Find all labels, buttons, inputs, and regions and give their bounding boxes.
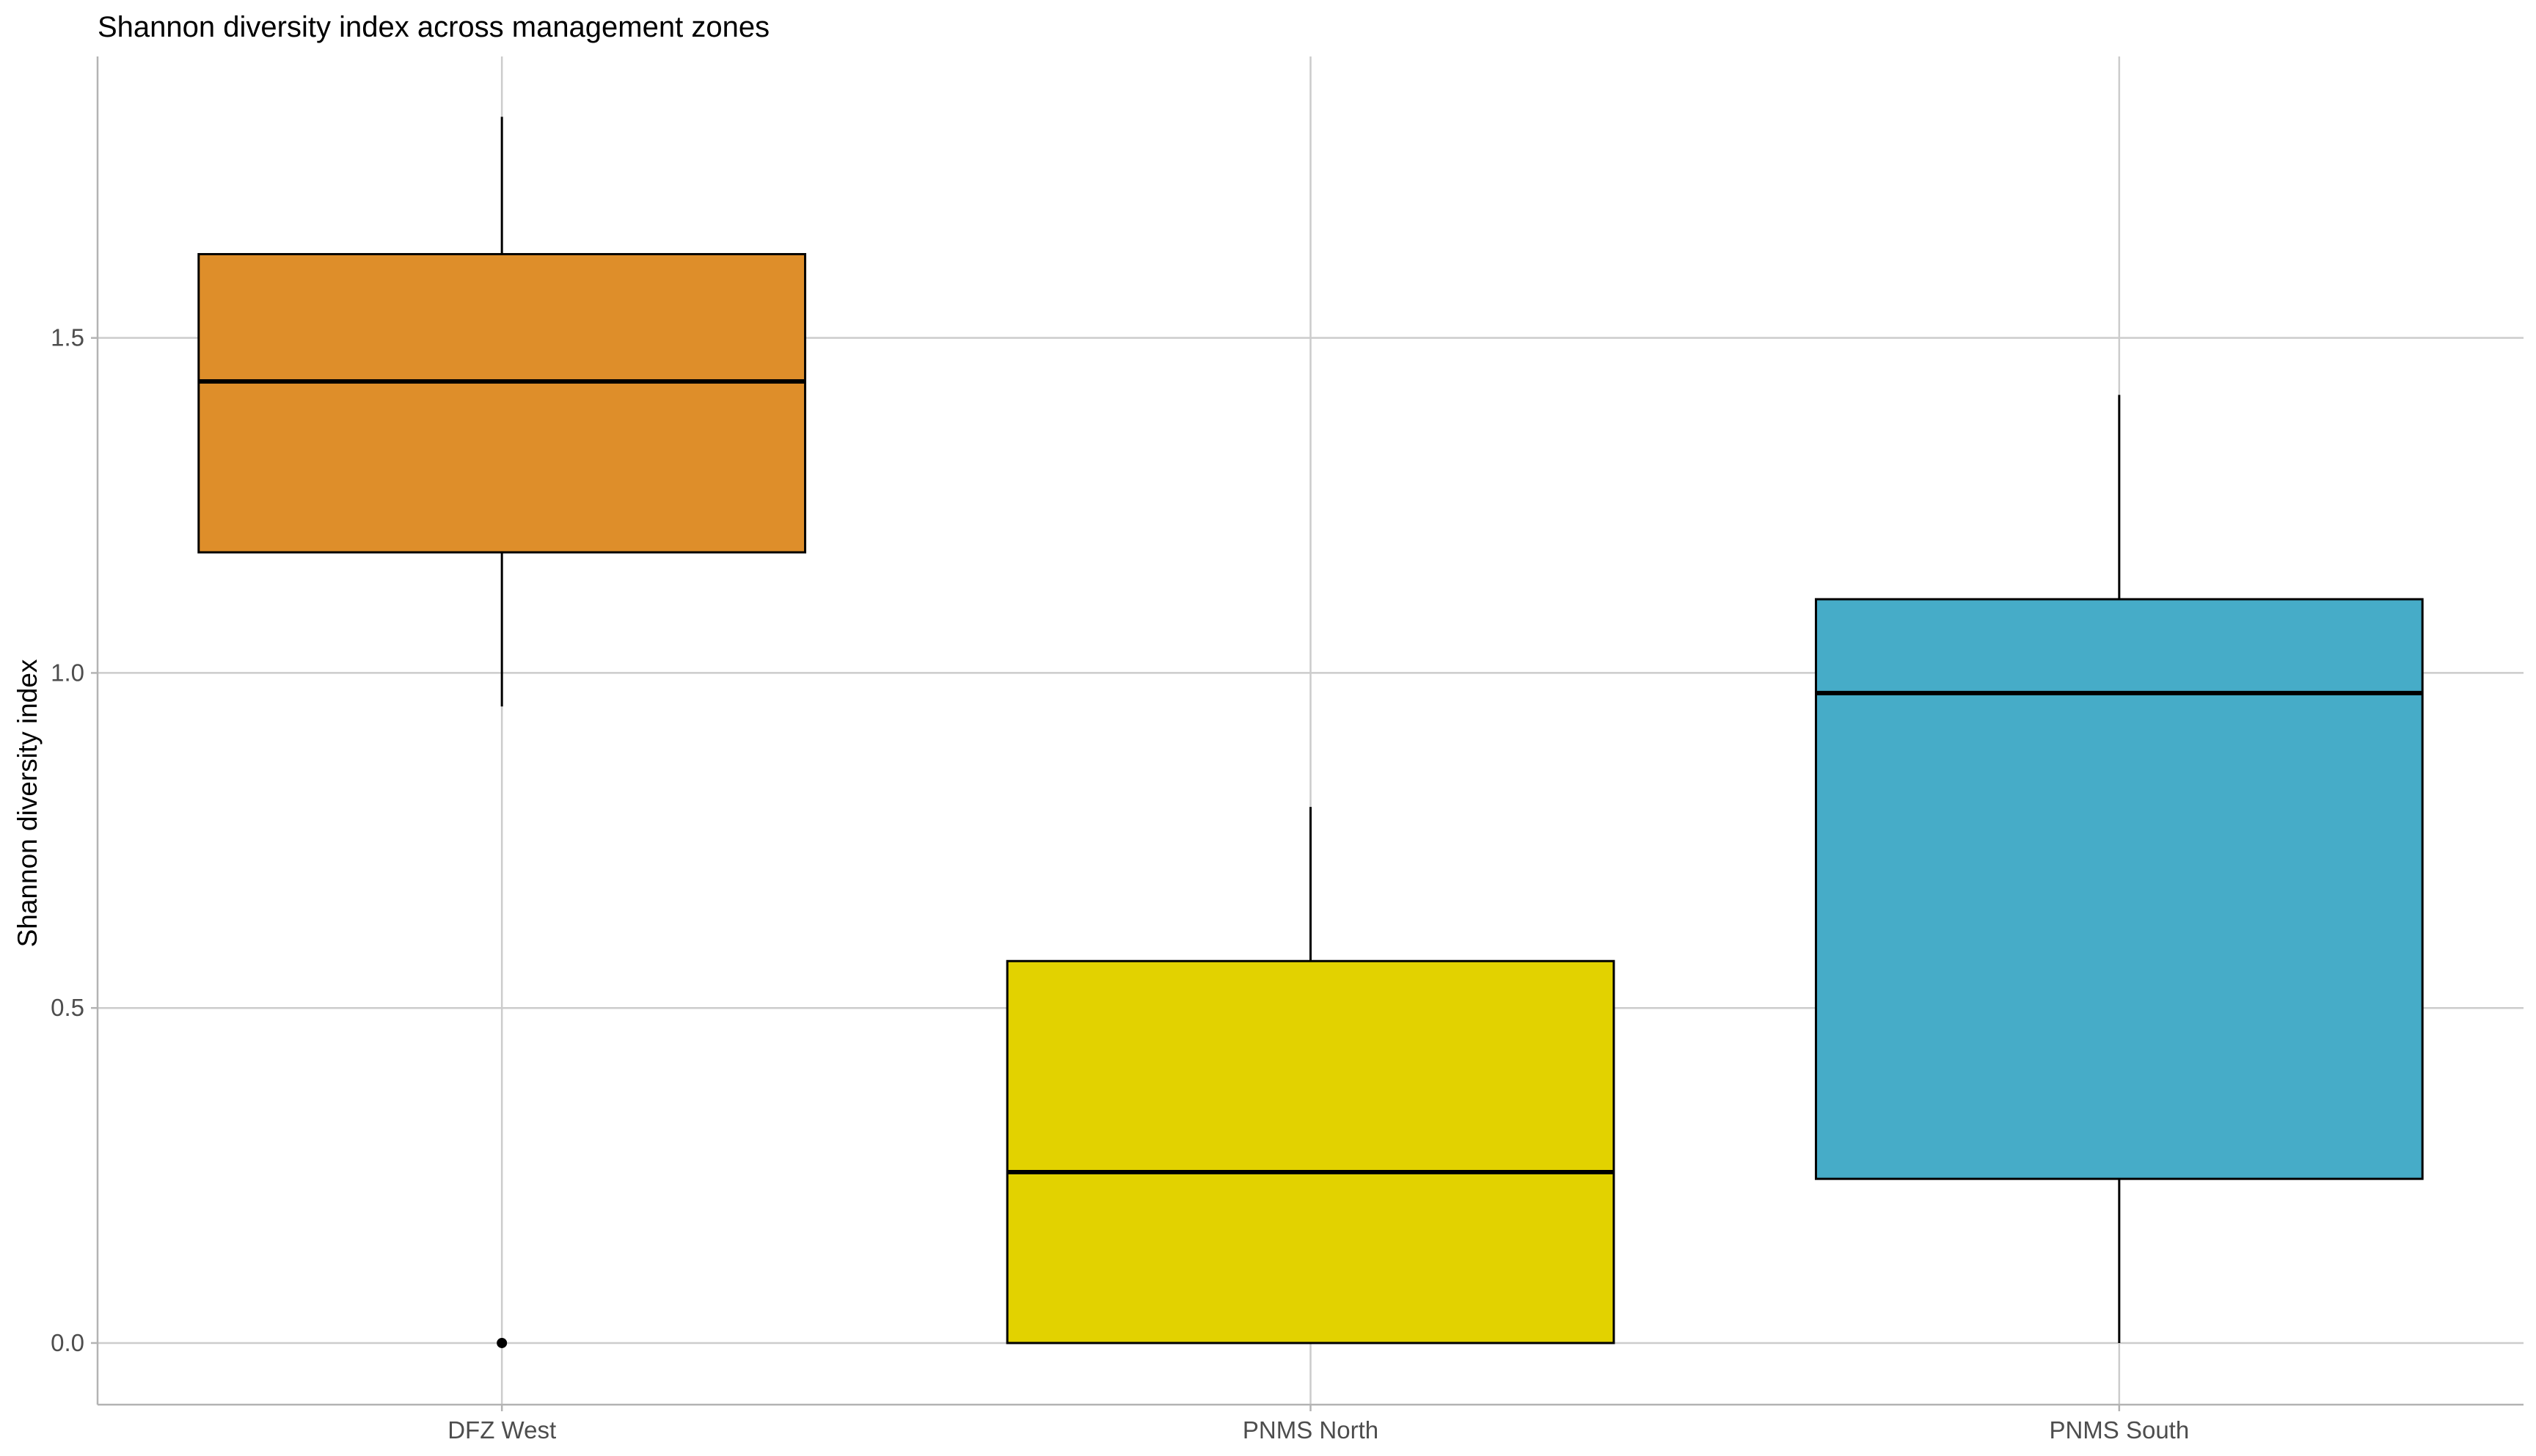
- x-tick-label: PNMS North: [1243, 1416, 1378, 1444]
- chart-title: Shannon diversity index across managemen…: [98, 11, 770, 43]
- x-tick-label: DFZ West: [447, 1416, 556, 1444]
- outlier-point: [497, 1337, 508, 1348]
- y-tick-label: 1.0: [51, 659, 84, 686]
- box-iqr: [1814, 598, 2424, 1180]
- plot-area: 0.0 0.5 1.0 1.5 DFZ West PNMS North PNMS South: [51, 56, 2524, 1444]
- y-axis-label: Shannon diversity index: [12, 659, 43, 947]
- box-iqr: [1006, 959, 1615, 1345]
- y-tick-label: 0.0: [51, 1329, 84, 1356]
- y-tick-label: 0.5: [51, 994, 84, 1021]
- x-tick-label: PNMS South: [2049, 1416, 2189, 1444]
- box-iqr: [197, 252, 807, 554]
- y-tick-label: 1.5: [51, 324, 84, 351]
